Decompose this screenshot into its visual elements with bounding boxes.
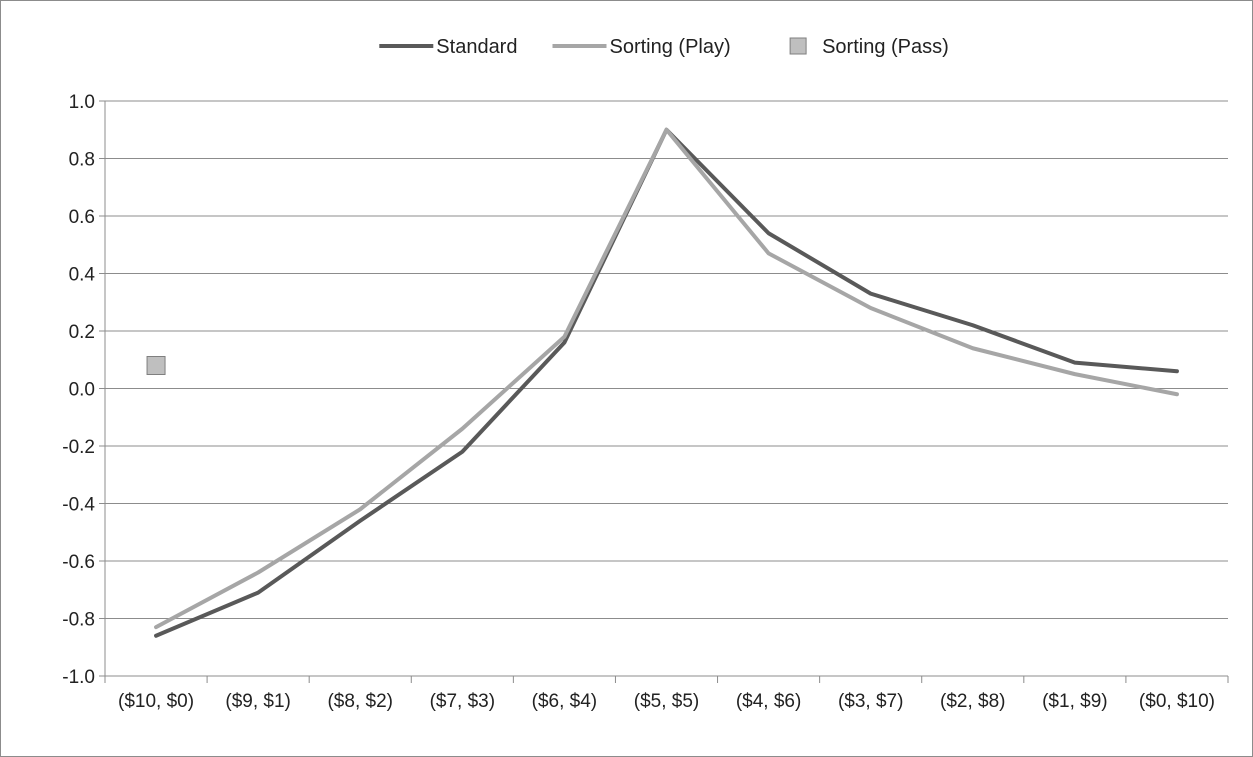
y-tick-label: 0.8 xyxy=(69,150,95,171)
legend: Standard Sorting (Play) Sorting (Pass) xyxy=(379,36,949,58)
series xyxy=(146,127,1179,638)
axes: 1.0 0.8 0.6 0.4 0.2 0.0 -0.2 -0.4 -0.6 -0.8 -1.0 ($… xyxy=(62,92,1229,712)
y-tick-label: 1.0 xyxy=(69,92,95,113)
series-line-standard xyxy=(154,127,1179,638)
legend-label: Sorting (Play) xyxy=(610,36,731,58)
legend-swatch xyxy=(789,37,807,55)
gridlines xyxy=(105,100,1228,677)
x-tick-label: ($9, $1) xyxy=(225,691,290,712)
x-tick-label: ($8, $2) xyxy=(327,691,392,712)
y-tick-label: 0.0 xyxy=(69,380,95,401)
series-line-sorting-play xyxy=(154,127,1179,630)
x-tick-label: ($5, $5) xyxy=(634,691,699,712)
legend-label: Standard xyxy=(436,36,517,58)
legend-item-sorting-pass: Sorting (Pass) xyxy=(789,36,949,58)
x-tick-label: ($10, $0) xyxy=(118,691,194,712)
x-tick-label: ($3, $7) xyxy=(838,691,903,712)
y-tick-label: 0.4 xyxy=(69,265,96,286)
legend-label: Sorting (Pass) xyxy=(822,36,949,58)
legend-item-sorting-play: Sorting (Play) xyxy=(552,36,731,58)
y-tick-label: -0.4 xyxy=(62,495,95,516)
x-tick-label: ($0, $10) xyxy=(1139,691,1215,712)
y-tick-label: 0.2 xyxy=(69,322,95,343)
x-tick-label: ($1, $9) xyxy=(1042,691,1107,712)
y-tick-label: -0.6 xyxy=(62,552,95,573)
x-tick-label: ($7, $3) xyxy=(430,691,495,712)
x-tick-label: ($6, $4) xyxy=(532,691,597,712)
y-tick-label: -0.2 xyxy=(62,437,95,458)
legend-item-standard: Standard xyxy=(379,36,517,58)
y-tick-label: -0.8 xyxy=(62,610,95,631)
y-tick-label: 0.6 xyxy=(69,207,95,228)
series-marker-sorting-pass xyxy=(146,356,166,375)
x-tick-label: ($2, $8) xyxy=(940,691,1005,712)
x-tick-label: ($4, $6) xyxy=(736,691,801,712)
y-tick-label: -1.0 xyxy=(62,667,95,688)
